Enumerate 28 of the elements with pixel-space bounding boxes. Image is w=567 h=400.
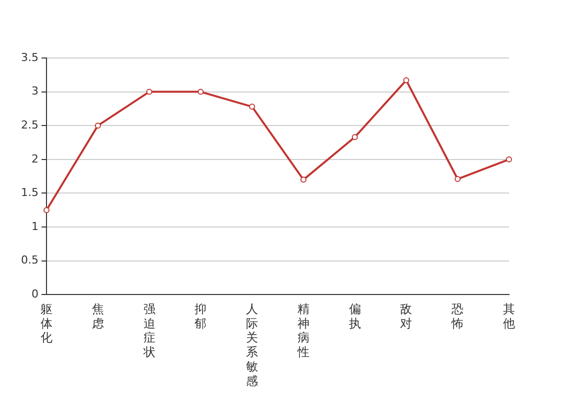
point: [146, 88, 152, 95]
point: [249, 104, 256, 110]
x-tick-label: 焦虑: [92, 302, 104, 330]
x-tick-label: 精神病性: [296, 302, 310, 360]
point: [506, 156, 512, 162]
x-tick-label: 恐怖: [450, 302, 464, 330]
x-tick-label: 人际关系敏感: [246, 302, 258, 388]
x-tick-label: 抑郁: [194, 302, 207, 330]
point: [300, 176, 306, 183]
point: [403, 77, 410, 84]
x-tick-label: 敌对: [400, 302, 412, 330]
point: [454, 176, 461, 182]
y-tick-label: 2: [31, 152, 38, 166]
point: [43, 207, 50, 214]
point: [94, 122, 101, 129]
y-tick-label: 1: [31, 220, 38, 233]
x-tick-label: 偏执: [348, 302, 361, 330]
y-tick-label: 2.5: [20, 118, 38, 132]
y-tick-label: 0.5: [20, 254, 38, 267]
y-tick-label: 3.5: [20, 50, 38, 64]
y-tick-label: 3: [31, 84, 38, 98]
x-tick-label: 躯体化: [40, 302, 52, 345]
y-tick-label: 0: [31, 287, 38, 300]
x-tick-label: 其他: [503, 302, 515, 330]
x-tick-label: 强迫症状: [142, 302, 156, 360]
y-tick-label: 1.5: [20, 186, 38, 200]
point: [352, 134, 358, 140]
point: [198, 88, 204, 95]
